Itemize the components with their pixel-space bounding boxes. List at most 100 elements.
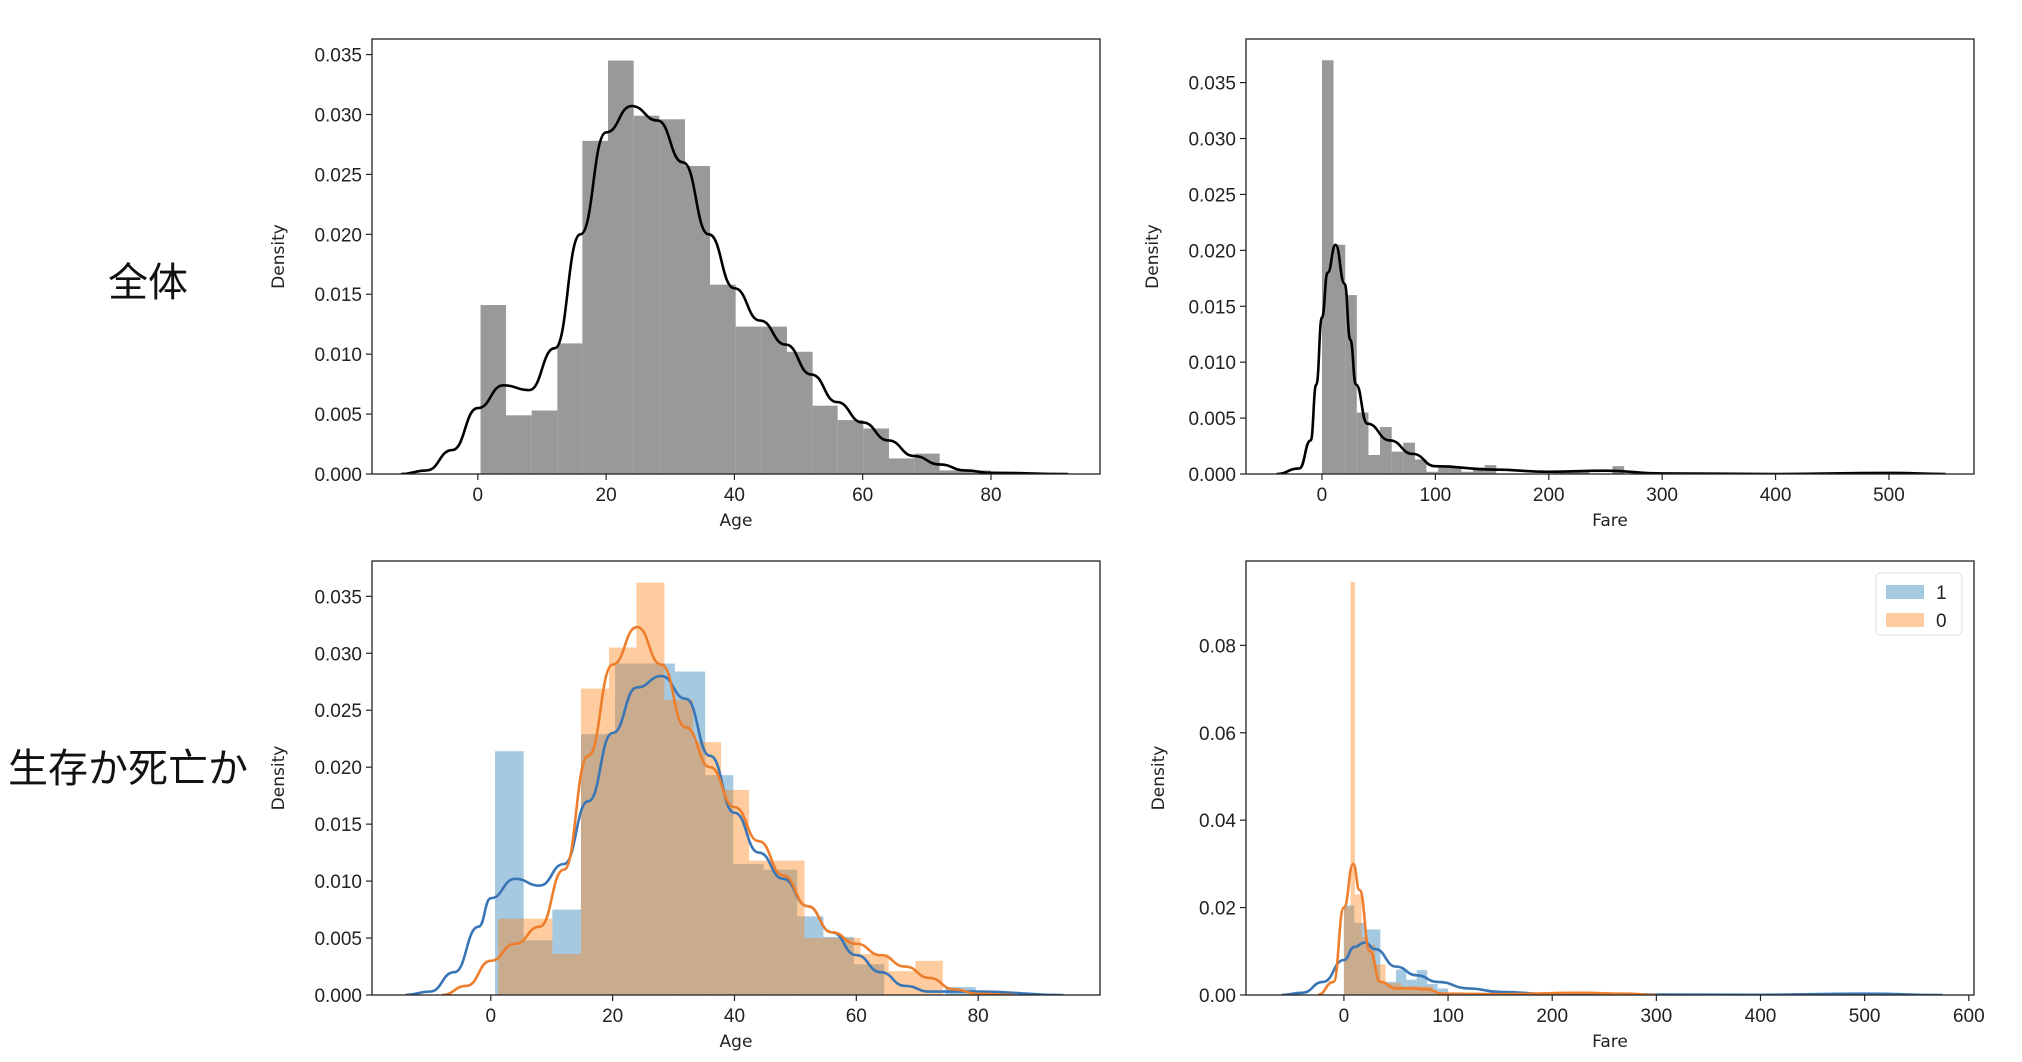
hist-bar-all-17 [1577, 471, 1590, 474]
y-tick-label: 0.015 [314, 285, 362, 306]
x-axis-label: Age [720, 511, 753, 531]
kde-line-0 [1317, 862, 1657, 995]
x-tick-label: 100 [1420, 485, 1452, 506]
hist-bar-0-3 [1361, 936, 1368, 995]
hist-bar-all-9 [1426, 471, 1439, 474]
hist-bar-all-6 [633, 115, 660, 474]
hist-bar-all-7 [659, 119, 686, 474]
x-tick-label: 600 [1953, 1006, 1985, 1027]
axes-frame [371, 38, 1101, 475]
chart-3: 0 100 200 300 400 500 6000.000.020.040.060.08F… [1149, 560, 1985, 1052]
y-tick-label: 0.000 [1188, 465, 1236, 486]
y-axis-label: Density [1149, 746, 1169, 811]
hist-bar-all-15 [863, 428, 889, 474]
y-tick-label: 0.030 [1188, 130, 1236, 151]
chart-1: 0 100 200 300 400 500 0.000 0.005 0.010 0.015 0.02… [1143, 38, 1975, 531]
y-tick-label: 0.000 [314, 465, 362, 486]
x-tick-label: 400 [1760, 485, 1792, 506]
y-tick-label: 0.06 [1199, 724, 1236, 745]
hist-bar-1-8 [1437, 988, 1449, 995]
x-tick-label: 60 [852, 485, 873, 506]
hist-bar-all-12 [1461, 471, 1474, 474]
y-tick-label: 0.005 [314, 405, 362, 426]
hist-bar-all-11 [1449, 467, 1462, 474]
y-tick-label: 0.015 [1188, 297, 1236, 318]
y-tick-label: 0.035 [314, 587, 362, 608]
hist-bar-1-1 [523, 940, 553, 995]
hist-bar-all-0 [480, 305, 507, 474]
x-tick-label: 40 [724, 1006, 745, 1027]
hist-bar-1-2 [552, 909, 581, 995]
x-tick-label: 80 [980, 485, 1001, 506]
hist-bar-all-10 [735, 326, 762, 474]
y-tick-label: 0.030 [314, 644, 362, 665]
hist-bar-0-0 [498, 918, 524, 995]
hist-bar-0-10 [804, 938, 833, 995]
hist-bar-0-9 [749, 860, 805, 995]
hist-bar-1-3 [1380, 981, 1396, 995]
hist-bar-all-12 [786, 351, 813, 474]
hist-bar-all-4 [1368, 454, 1381, 474]
y-tick-label: 0.010 [314, 872, 362, 893]
y-tick-label: 0.04 [1199, 811, 1236, 832]
hist-bar-all-17 [914, 453, 940, 474]
hist-bar-1-0 [1343, 905, 1355, 995]
hist-bar-all-5 [608, 60, 634, 474]
x-tick-label: 20 [602, 1006, 623, 1027]
hist-bar-1-1 [1354, 922, 1365, 995]
x-tick-label: 200 [1533, 485, 1565, 506]
legend-label-0: 0 [1936, 611, 1947, 632]
hist-bar-0-0 [1343, 907, 1351, 995]
hist-bar-1-4 [615, 663, 675, 995]
hist-bar-0-2 [552, 953, 581, 995]
axes-frame [1245, 560, 1975, 996]
hist-bar-all-13 [812, 405, 838, 474]
legend-swatch-0 [1886, 613, 1924, 627]
hist-bar-0-4 [608, 647, 637, 995]
hist-bar-0-6 [664, 699, 694, 995]
x-tick-label: 300 [1646, 485, 1678, 506]
y-tick-label: 0.02 [1199, 899, 1236, 920]
y-tick-label: 0.000 [314, 986, 362, 1007]
hist-bar-0-13 [888, 971, 916, 995]
hist-bar-all-8 [685, 166, 711, 474]
x-tick-label: 200 [1536, 1006, 1568, 1027]
x-tick-label: 0 [1339, 1006, 1350, 1027]
x-tick-label: 20 [596, 485, 617, 506]
hist-bar-0-1 [1350, 581, 1355, 995]
hist-bar-0-7 [693, 742, 722, 995]
x-tick-label: 40 [724, 485, 745, 506]
hist-bar-0-7 [1401, 986, 1417, 995]
x-tick-label: 300 [1640, 1006, 1672, 1027]
hist-bar-all-4 [582, 140, 609, 474]
x-tick-label: 80 [968, 1006, 989, 1027]
x-tick-label: 500 [1849, 1006, 1881, 1027]
x-tick-label: 60 [846, 1006, 867, 1027]
y-tick-label: 0.00 [1199, 986, 1236, 1007]
x-tick-label: 400 [1745, 1006, 1777, 1027]
x-tick-label: 0 [486, 1006, 497, 1027]
hist-bar-1-5 [674, 671, 706, 995]
legend-label-1: 1 [1936, 583, 1947, 604]
axes-frame [371, 560, 1101, 996]
legend-box [1875, 572, 1963, 636]
hist-bar-all-3 [557, 343, 583, 474]
hist-bar-all-18 [939, 470, 966, 474]
y-tick-label: 0.010 [314, 345, 362, 366]
kde-line-0 [441, 625, 1015, 995]
y-tick-label: 0.010 [1188, 353, 1236, 374]
hist-bar-0-5 [636, 582, 665, 995]
legend-swatch-1 [1886, 585, 1924, 599]
y-tick-label: 0.005 [1188, 409, 1236, 430]
hist-bar-1-6 [705, 775, 734, 995]
x-axis-label: Fare [1592, 511, 1628, 531]
row-label-overall: 全体 [108, 260, 188, 306]
y-tick-label: 0.020 [1188, 241, 1236, 262]
chart-2: 0 20 40 60 80 0.000 0.005 0.010 0.015 0.020 0.025 0… [269, 560, 1101, 1052]
x-axis-label: Age [720, 1032, 753, 1052]
row-label-survived-or-died: 生存か死亡か [8, 746, 248, 792]
hist-bar-1-4 [1395, 969, 1407, 995]
hist-bar-all-14 [837, 420, 864, 474]
hist-bar-all-16 [888, 458, 915, 474]
